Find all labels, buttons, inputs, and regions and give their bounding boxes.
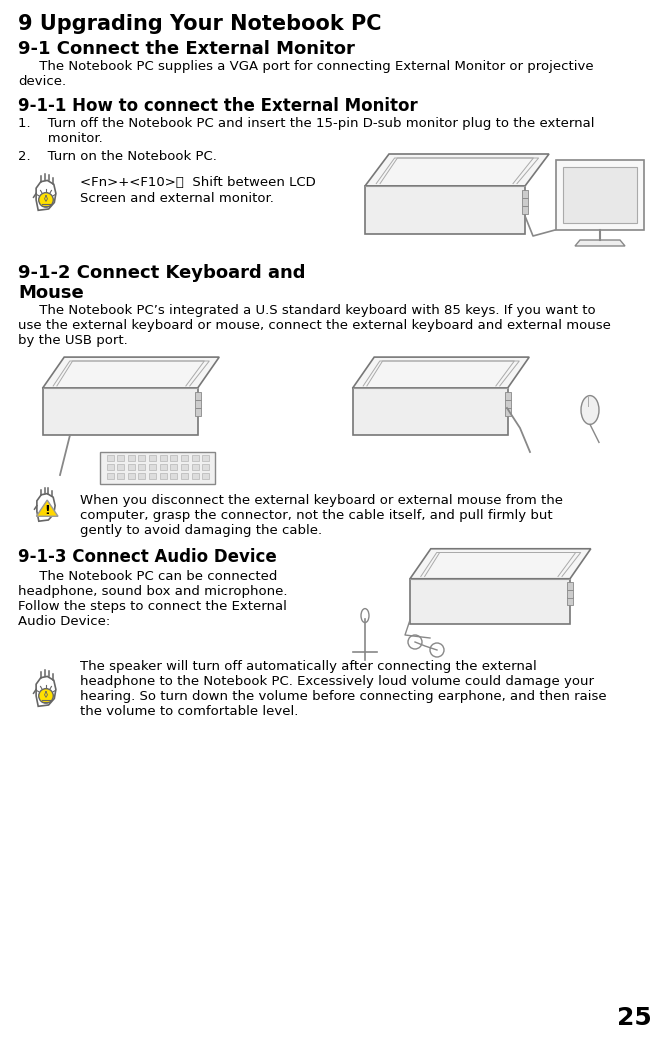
Text: monitor.: monitor. (18, 132, 103, 145)
Polygon shape (42, 357, 219, 388)
Bar (522, 206, 528, 214)
Bar (139, 473, 145, 479)
Bar (202, 464, 209, 470)
Bar (563, 167, 637, 223)
Text: The Notebook PC can be connected: The Notebook PC can be connected (18, 570, 277, 583)
Circle shape (39, 192, 54, 207)
Bar (194, 408, 200, 416)
Bar (194, 400, 200, 408)
Bar (139, 464, 145, 470)
Text: 9-1 Connect the External Monitor: 9-1 Connect the External Monitor (18, 40, 355, 58)
Bar (522, 198, 528, 206)
Text: Follow the steps to connect the External: Follow the steps to connect the External (18, 600, 287, 613)
Bar (128, 456, 135, 461)
Text: The speaker will turn off automatically after connecting the external: The speaker will turn off automatically … (80, 660, 537, 673)
Text: use the external keyboard or mouse, connect the external keyboard and external m: use the external keyboard or mouse, conn… (18, 319, 611, 332)
Polygon shape (410, 578, 570, 624)
Text: 2.    Turn on the Notebook PC.: 2. Turn on the Notebook PC. (18, 150, 217, 163)
Text: When you disconnect the external keyboard or external mouse from the: When you disconnect the external keyboar… (80, 494, 563, 506)
Polygon shape (42, 388, 198, 435)
Bar (117, 464, 124, 470)
Text: Mouse: Mouse (18, 284, 84, 302)
Bar (181, 464, 188, 470)
Text: 9-1-2 Connect Keyboard and: 9-1-2 Connect Keyboard and (18, 264, 306, 282)
Bar (170, 473, 178, 479)
Text: !: ! (44, 504, 50, 517)
Polygon shape (365, 186, 525, 234)
Bar (117, 456, 124, 461)
Text: Screen and external monitor.: Screen and external monitor. (80, 192, 274, 205)
Text: hearing. So turn down the volume before connecting earphone, and then raise: hearing. So turn down the volume before … (80, 690, 606, 703)
Bar (192, 464, 198, 470)
Text: headphone to the Notebook PC. Excessively loud volume could damage your: headphone to the Notebook PC. Excessivel… (80, 675, 594, 688)
Bar (139, 456, 145, 461)
Bar (505, 408, 511, 416)
Bar (128, 464, 135, 470)
Bar (149, 464, 156, 470)
Text: 1.    Turn off the Notebook PC and insert the 15-pin D-sub monitor plug to the e: 1. Turn off the Notebook PC and insert t… (18, 116, 594, 130)
Polygon shape (352, 388, 507, 435)
Bar (567, 582, 573, 591)
Bar (202, 456, 209, 461)
Text: 9-1-1 How to connect the External Monitor: 9-1-1 How to connect the External Monito… (18, 97, 418, 115)
Bar (100, 452, 214, 484)
Bar (149, 473, 156, 479)
Bar (567, 590, 573, 598)
Bar (192, 473, 198, 479)
Polygon shape (365, 154, 549, 186)
Bar (159, 456, 167, 461)
Bar (522, 190, 528, 198)
Bar (159, 473, 167, 479)
Polygon shape (36, 500, 58, 516)
Text: headphone, sound box and microphone.: headphone, sound box and microphone. (18, 584, 287, 598)
Text: The Notebook PC supplies a VGA port for connecting External Monitor or projectiv: The Notebook PC supplies a VGA port for … (18, 60, 594, 73)
Bar (159, 464, 167, 470)
Text: 9-1-3 Connect Audio Device: 9-1-3 Connect Audio Device (18, 548, 277, 566)
Polygon shape (575, 240, 625, 246)
Text: <Fn>+<F10>：  Shift between LCD: <Fn>+<F10>： Shift between LCD (80, 176, 316, 189)
Bar (181, 473, 188, 479)
Bar (505, 392, 511, 400)
Polygon shape (410, 549, 591, 578)
Text: by the USB port.: by the USB port. (18, 334, 128, 347)
Bar (202, 473, 209, 479)
Circle shape (39, 688, 54, 703)
Bar (170, 464, 178, 470)
Bar (107, 473, 113, 479)
Bar (194, 392, 200, 400)
Bar (181, 456, 188, 461)
Bar (556, 160, 644, 230)
Polygon shape (352, 357, 529, 388)
Bar (149, 456, 156, 461)
Bar (128, 473, 135, 479)
Bar (192, 456, 198, 461)
Bar (117, 473, 124, 479)
Bar (567, 597, 573, 605)
Text: the volume to comfortable level.: the volume to comfortable level. (80, 705, 298, 718)
Text: 25: 25 (617, 1006, 652, 1030)
Text: gently to avoid damaging the cable.: gently to avoid damaging the cable. (80, 524, 322, 537)
Text: device.: device. (18, 75, 66, 88)
Bar (107, 456, 113, 461)
Text: The Notebook PC’s integrated a U.S standard keyboard with 85 keys. If you want t: The Notebook PC’s integrated a U.S stand… (18, 304, 596, 317)
Bar (107, 464, 113, 470)
Bar (170, 456, 178, 461)
Text: computer, grasp the connector, not the cable itself, and pull firmly but: computer, grasp the connector, not the c… (80, 509, 553, 522)
Text: 9 Upgrading Your Notebook PC: 9 Upgrading Your Notebook PC (18, 14, 381, 34)
Ellipse shape (581, 395, 599, 424)
Bar (505, 400, 511, 408)
Text: Audio Device:: Audio Device: (18, 615, 111, 628)
